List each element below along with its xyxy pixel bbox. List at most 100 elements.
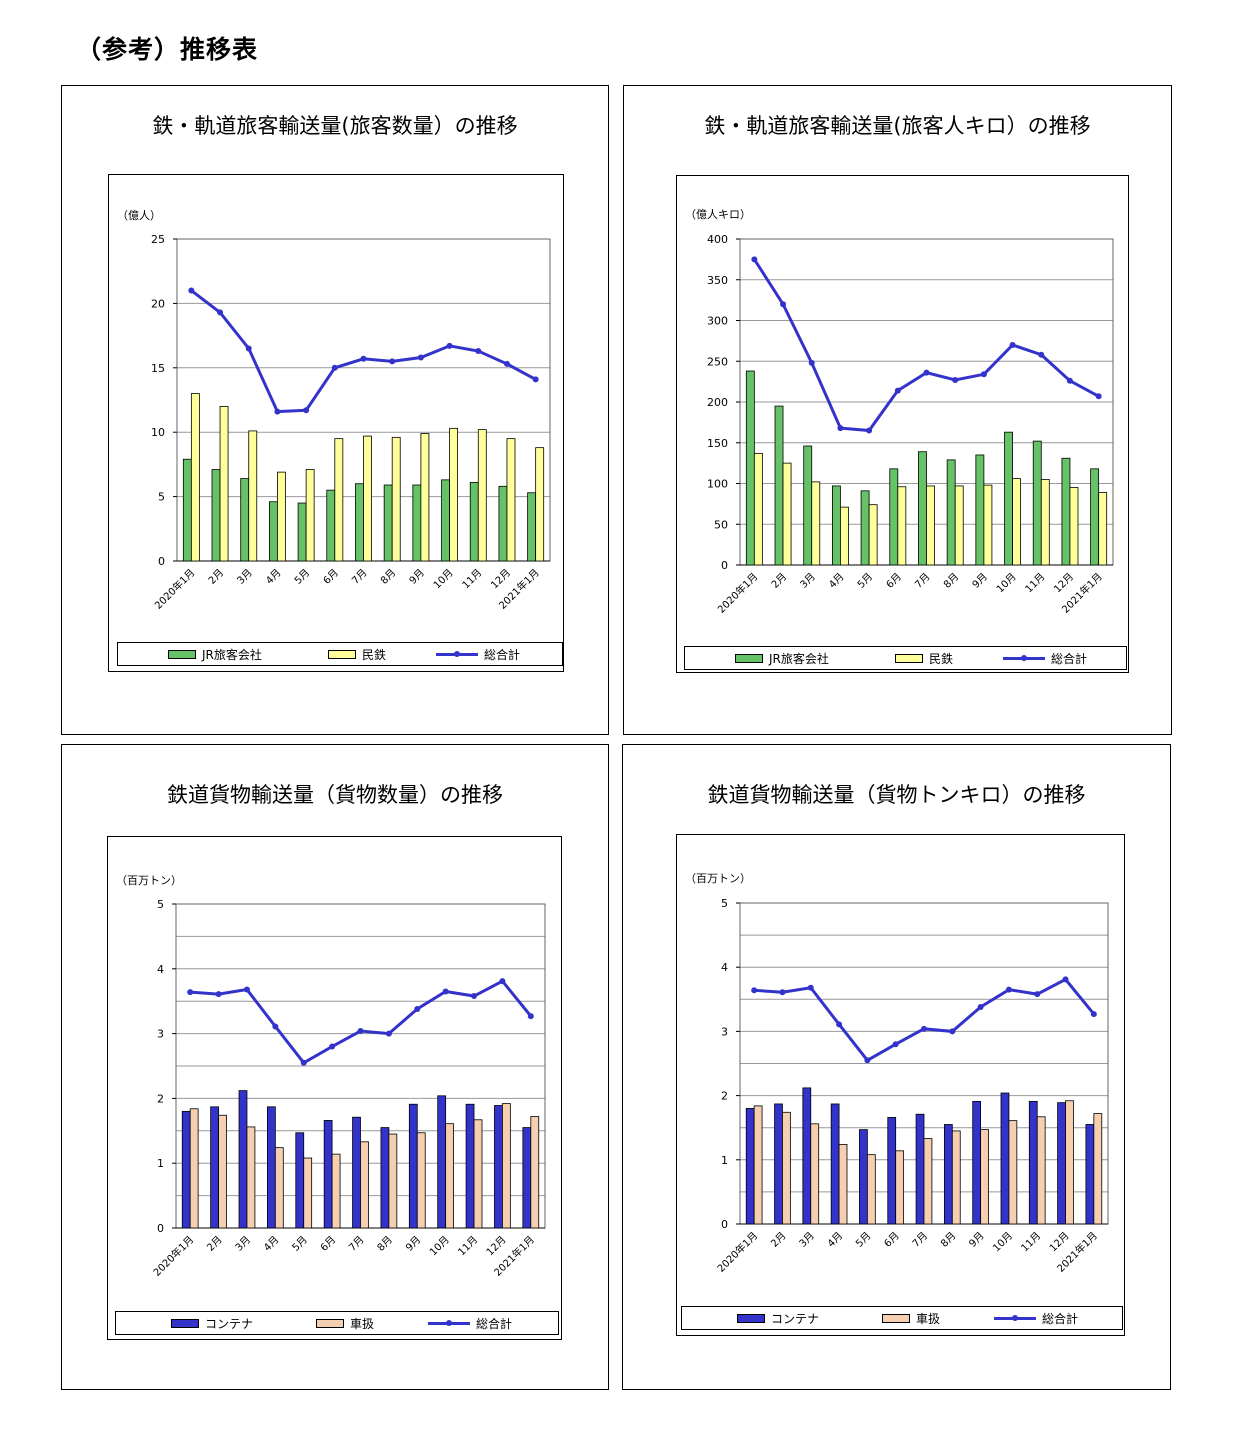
total-line: [190, 979, 532, 1065]
legend-item-mintetsu: 民鉄: [328, 643, 386, 665]
y-tick-label: 4: [157, 963, 164, 976]
legend-item-shaatsukai: 車扱: [316, 1312, 374, 1334]
x-tick-label: 3月: [798, 571, 818, 591]
bar: [1098, 492, 1108, 566]
bar: [535, 447, 545, 562]
x-tick-label: 11月: [460, 567, 485, 592]
total-point: [527, 1013, 534, 1020]
total-point: [300, 1059, 307, 1066]
y-tick-label: 50: [714, 518, 728, 531]
total-point: [245, 345, 252, 352]
bar: [1061, 457, 1071, 566]
y-tick-label: 4: [721, 961, 728, 974]
total-point: [1062, 976, 1069, 983]
bar: [248, 430, 258, 562]
x-tick-label: 5月: [855, 571, 875, 591]
total-point: [977, 1004, 984, 1011]
bar: [802, 1087, 812, 1225]
x-tick-label: 10月: [994, 571, 1019, 596]
bar: [266, 1106, 276, 1229]
y-tick-label: 0: [157, 1222, 164, 1235]
total-point: [414, 1005, 421, 1012]
x-tick-label: 12月: [1047, 1230, 1072, 1255]
total-point: [894, 387, 901, 394]
bar: [943, 1124, 953, 1225]
bar: [1057, 1102, 1066, 1225]
total-line: [753, 258, 1100, 433]
bar: [915, 1113, 925, 1225]
bar: [412, 484, 422, 562]
bar: [352, 1116, 361, 1229]
y-tick-label: 25: [151, 233, 165, 246]
x-tick-label: 4月: [261, 1234, 281, 1254]
x-tick-label: 6月: [884, 571, 904, 591]
bar: [782, 1111, 791, 1225]
bar: [416, 1132, 426, 1229]
bar: [388, 1133, 398, 1229]
x-tick-label: 12月: [1052, 571, 1077, 596]
bar: [502, 1103, 511, 1229]
x-tick-label: 10月: [431, 567, 456, 592]
legend-item-shaatsukai: 車扱: [882, 1307, 940, 1329]
total-point: [274, 408, 281, 415]
bar: [297, 502, 307, 562]
x-tick-label: 7月: [347, 1234, 367, 1254]
total-point: [272, 1023, 279, 1030]
total-point: [475, 348, 482, 355]
x-tick-label: 3月: [235, 567, 255, 587]
y-tick-label: 1: [721, 1154, 728, 1167]
bar: [469, 482, 479, 562]
bar: [1004, 431, 1013, 566]
total-point: [751, 256, 758, 263]
total-point: [751, 987, 758, 994]
x-tick-label: 11月: [1023, 571, 1048, 596]
bar: [355, 483, 364, 562]
bar: [838, 1143, 848, 1225]
bar: [887, 1117, 897, 1225]
legend-swatch: [1003, 653, 1045, 663]
total-point: [532, 376, 539, 383]
x-tick-label: 12月: [489, 567, 514, 592]
bar: [860, 490, 870, 566]
total-point: [807, 984, 814, 991]
x-tick-label: 5月: [292, 567, 312, 587]
bar: [240, 478, 250, 562]
bar: [268, 501, 278, 562]
x-tick-label: 2月: [206, 567, 226, 587]
y-tick-label: 2: [721, 1090, 728, 1103]
bar: [774, 1103, 783, 1225]
bar: [926, 485, 935, 566]
bar: [380, 1127, 390, 1229]
total-point: [188, 287, 195, 294]
y-tick-label: 100: [707, 478, 728, 491]
chart-title: 鉄道貨物輸送量（貨物トンキロ）の推移: [707, 783, 1086, 807]
plot-frame: （億人） 0 5 10 15 20 25 2020年1月 2月 3月 4月 5月 6月 7月 8月 9月 10…: [108, 174, 564, 672]
page-title: （参考）推移表: [76, 35, 259, 64]
x-tick-label: 10月: [990, 1230, 1015, 1255]
bar: [946, 459, 956, 566]
bar: [1040, 479, 1050, 566]
legend: JR旅客会社 民鉄 総合計: [684, 646, 1127, 670]
x-tick-label: 10月: [427, 1234, 452, 1259]
total-point: [1009, 341, 1016, 348]
total-point: [331, 364, 338, 371]
x-tick-label: 8月: [375, 1234, 395, 1254]
legend-item-total: 総合計: [1003, 647, 1087, 669]
x-tick-label: 4月: [826, 571, 846, 591]
bar: [182, 458, 192, 562]
y-tick-label: 250: [707, 355, 728, 368]
bar: [360, 1141, 369, 1229]
bar: [334, 438, 344, 562]
total-point: [503, 360, 510, 367]
legend-swatch: [737, 1313, 765, 1323]
bar: [218, 1114, 227, 1229]
total-point: [921, 1025, 927, 1032]
y-unit-label: （百万トン）: [116, 874, 182, 887]
total-point: [499, 978, 506, 985]
legend-swatch: [316, 1318, 344, 1328]
bar: [465, 1103, 475, 1229]
bar: [866, 1154, 876, 1225]
legend-item-container: コンテナ: [737, 1307, 819, 1329]
bar: [494, 1105, 503, 1229]
